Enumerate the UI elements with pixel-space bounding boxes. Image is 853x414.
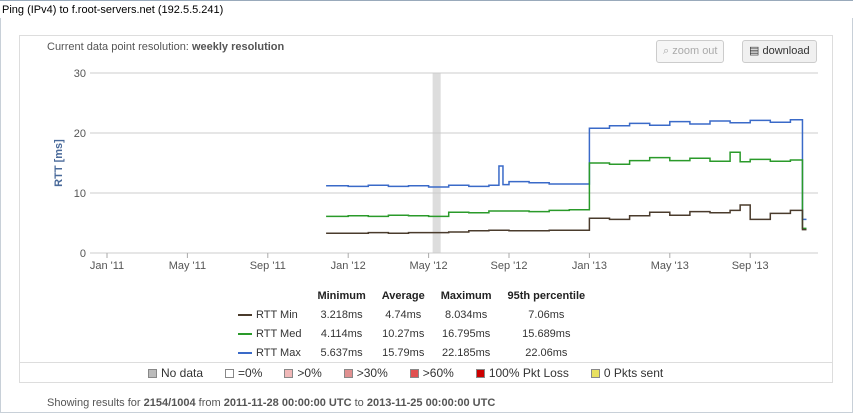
page-title: Ping (IPv4) to f.root-servers.net (192.5… bbox=[2, 4, 224, 16]
download-button[interactable]: ▤ download bbox=[742, 40, 817, 63]
y-tick-label: 10 bbox=[74, 188, 86, 200]
resolution-label: Current data point resolution: bbox=[47, 41, 189, 53]
legend-label: >0% bbox=[297, 365, 322, 380]
series-name[interactable]: RTT Med bbox=[256, 327, 302, 340]
x-tick-label: Sep '13 bbox=[732, 260, 769, 272]
color-box-icon bbox=[284, 368, 294, 378]
legend-label: 0 Pkts sent bbox=[603, 365, 664, 380]
x-tick-label: Jan '13 bbox=[572, 260, 607, 272]
x-tick-label: Sep '12 bbox=[491, 260, 528, 272]
legend-label: No data bbox=[161, 365, 204, 380]
chart-panel bbox=[19, 35, 833, 383]
y-tick-label: 0 bbox=[80, 248, 86, 260]
resolution-text: Current data point resolution: weekly re… bbox=[47, 41, 284, 53]
footer-to-label: to bbox=[354, 397, 364, 409]
series-name[interactable]: RTT Min bbox=[256, 308, 298, 321]
x-tick-label: May '13 bbox=[651, 260, 689, 272]
series-line-rtt-max bbox=[326, 119, 807, 221]
loss-legend: No data =0% >0% >30% >60% 100% Pkt Loss … bbox=[20, 362, 832, 382]
series-swatch bbox=[238, 351, 252, 354]
color-box-icon bbox=[475, 368, 485, 378]
footer-from: 2011-11-28 00:00:00 UTC bbox=[223, 397, 352, 409]
rtt-chart: 0 10 20 30 RTT [ms] Jan '11 May '11 Sep '11 Jan … bbox=[53, 68, 818, 272]
stats-table: Minimum Average Maximum 95th percentile RTT… bbox=[230, 286, 593, 362]
legend-item: 100% Pkt Loss bbox=[475, 365, 569, 380]
legend-item: >60% bbox=[409, 365, 454, 380]
color-box-icon bbox=[343, 368, 353, 378]
table-row: RTT Med 4.114ms 10.27ms 16.795ms 15.689ms bbox=[230, 324, 593, 343]
zoom-out-button[interactable]: ⌕ zoom out bbox=[656, 40, 725, 63]
series-swatch bbox=[238, 332, 252, 335]
color-box-icon bbox=[225, 368, 235, 378]
cell: 15.689ms bbox=[522, 327, 571, 340]
series-name[interactable]: RTT Max bbox=[256, 346, 301, 359]
magnifier-icon: ⌕ bbox=[663, 45, 670, 57]
legend-label: =0% bbox=[238, 365, 263, 380]
y-tick-label: 20 bbox=[74, 128, 86, 140]
cell: 5.637ms bbox=[320, 346, 363, 359]
zoom-out-label: zoom out bbox=[672, 45, 718, 57]
cell: 7.06ms bbox=[528, 308, 565, 321]
table-row: RTT Max 5.637ms 15.79ms 22.185ms 22.06ms bbox=[230, 343, 593, 362]
x-tick-label: Jan '11 bbox=[90, 260, 124, 272]
series-line-rtt-med bbox=[326, 151, 807, 230]
download-label: download bbox=[762, 45, 810, 57]
y-axis-label: RTT [ms] bbox=[53, 139, 65, 187]
series-line-rtt-min bbox=[326, 204, 807, 234]
legend-item: >0% bbox=[284, 365, 322, 380]
cell: 22.06ms bbox=[525, 346, 568, 359]
legend-label: >60% bbox=[422, 365, 454, 380]
cell: 16.795ms bbox=[441, 327, 491, 340]
series-swatch bbox=[238, 313, 252, 316]
color-box-icon bbox=[409, 368, 419, 378]
header-average: Average bbox=[381, 289, 425, 302]
footer-to: 2013-11-25 00:00:00 UTC bbox=[366, 397, 496, 409]
table-row: RTT Min 3.218ms 4.74ms 8.034ms 7.06ms bbox=[230, 305, 593, 324]
x-tick-label: Jan '12 bbox=[331, 260, 366, 272]
color-box-icon bbox=[148, 368, 157, 378]
legend-item: >30% bbox=[343, 365, 388, 380]
cell: 10.27ms bbox=[382, 327, 425, 340]
footer-from-label: from bbox=[198, 397, 221, 409]
cell: 15.79ms bbox=[382, 346, 425, 359]
no-data-band bbox=[432, 73, 441, 253]
cell: 8.034ms bbox=[445, 308, 488, 321]
footer-prefix: Showing results for bbox=[47, 397, 141, 409]
x-tick-label: May '12 bbox=[410, 260, 448, 272]
legend-item: No data bbox=[148, 366, 203, 380]
legend-item: =0% bbox=[225, 366, 262, 380]
header-minimum: Minimum bbox=[317, 289, 366, 302]
y-tick-label: 30 bbox=[74, 68, 86, 80]
footer-id: 2154/1004 bbox=[143, 397, 196, 409]
footer-text: Showing results for 2154/1004 from 2011-… bbox=[47, 397, 495, 409]
cell: 22.185ms bbox=[441, 346, 491, 359]
legend-label: >30% bbox=[356, 365, 388, 380]
header-maximum: Maximum bbox=[440, 289, 492, 302]
resolution-value: weekly resolution bbox=[191, 41, 285, 53]
cell: 4.114ms bbox=[320, 327, 363, 340]
cell: 4.74ms bbox=[385, 308, 422, 321]
legend-item: 0 Pkts sent bbox=[590, 365, 664, 380]
floppy-icon: ▤ bbox=[749, 45, 760, 57]
x-tick-label: May '11 bbox=[169, 260, 206, 272]
header-95th: 95th percentile bbox=[507, 289, 586, 302]
legend-label: 100% Pkt Loss bbox=[488, 365, 569, 380]
x-tick-label: Sep '11 bbox=[250, 260, 286, 272]
cell: 3.218ms bbox=[320, 308, 363, 321]
color-box-icon bbox=[590, 368, 600, 378]
